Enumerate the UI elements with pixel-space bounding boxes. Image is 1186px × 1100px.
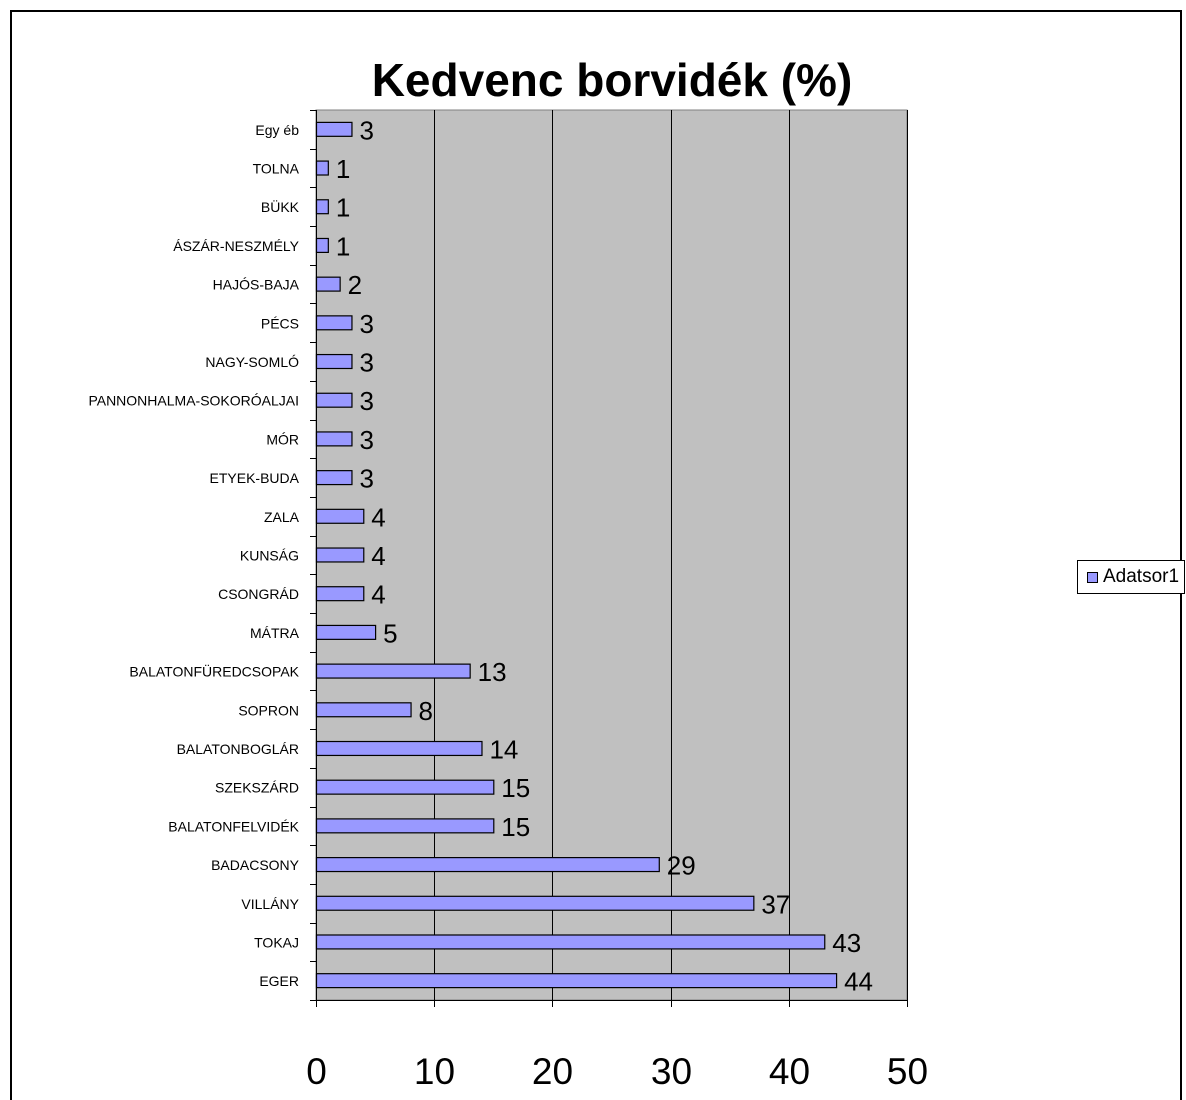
- bar-12: [315, 508, 365, 524]
- bar-7: [315, 702, 412, 718]
- bar-13: [315, 470, 353, 486]
- data-label: 29: [667, 851, 696, 881]
- y-category-label: EGER: [259, 973, 299, 989]
- data-label: 4: [371, 580, 385, 610]
- x-tick-label: 40: [769, 1051, 810, 1092]
- chart-frame: [10, 10, 1182, 1100]
- data-label: 3: [359, 115, 373, 145]
- y-category-label: SOPRON: [238, 702, 299, 718]
- data-label: 2: [348, 270, 362, 300]
- bar-2: [315, 895, 755, 911]
- bar-22: [315, 121, 353, 137]
- bar-0: [315, 973, 838, 989]
- data-label: 4: [371, 541, 385, 571]
- y-category-label: BALATONFÜREDCSOPAK: [129, 663, 299, 680]
- y-category-label: KUNSÁG: [240, 548, 299, 564]
- data-label: 15: [501, 773, 530, 803]
- data-label: 13: [478, 657, 507, 687]
- bar-20: [315, 199, 329, 215]
- x-tick-label: 50: [887, 1051, 928, 1092]
- data-label: 4: [371, 502, 385, 532]
- bar-6: [315, 740, 483, 757]
- data-label: 15: [501, 812, 530, 842]
- bar-17: [315, 315, 353, 331]
- legend: Adatsor1: [1077, 560, 1185, 594]
- data-label: 8: [419, 696, 433, 726]
- y-category-label: BADACSONY: [211, 857, 300, 873]
- x-tick-label: 0: [306, 1051, 327, 1092]
- bar-11: [315, 547, 365, 563]
- bar-15: [315, 392, 353, 408]
- data-label: 3: [359, 425, 373, 455]
- data-label: 1: [336, 154, 350, 184]
- y-category-label: MÁTRA: [250, 625, 300, 641]
- bar-1: [315, 934, 826, 950]
- bar-10: [315, 586, 365, 602]
- data-label: 1: [336, 231, 350, 261]
- data-label: 37: [761, 889, 790, 919]
- y-category-label: HAJÓS-BAJA: [213, 277, 300, 293]
- x-tick-label: 10: [414, 1051, 455, 1092]
- y-category-label: NAGY-SOMLÓ: [205, 354, 299, 370]
- data-label: 3: [359, 386, 373, 416]
- y-category-label: Egy éb: [255, 122, 299, 138]
- bar-9: [315, 624, 377, 640]
- y-category-label: ETYEK-BUDA: [210, 470, 300, 486]
- bar-16: [315, 353, 353, 370]
- y-category-label: SZEKSZÁRD: [215, 780, 299, 796]
- data-label: 3: [359, 309, 373, 339]
- x-tick-label: 20: [532, 1051, 573, 1092]
- chart-title: Kedvenc borvidék (%): [371, 54, 853, 106]
- x-tick-label: 30: [651, 1051, 692, 1092]
- y-category-label: ÁSZÁR-NESZMÉLY: [173, 238, 299, 254]
- y-category-label: BALATONBOGLÁR: [177, 741, 299, 757]
- y-category-label: PÉCS: [261, 315, 299, 331]
- y-category-label: MÓR: [266, 431, 299, 447]
- plot-background: [315, 109, 908, 1001]
- data-label: 1: [336, 193, 350, 223]
- bar-19: [315, 237, 329, 253]
- y-category-label: CSONGRÁD: [218, 586, 299, 602]
- y-category-label: BÜKK: [261, 198, 300, 215]
- data-label: 43: [832, 928, 861, 958]
- bar-4: [315, 818, 495, 834]
- bar-8: [315, 663, 471, 679]
- data-label: 44: [844, 967, 873, 997]
- bar-14: [315, 431, 353, 447]
- legend-label-series1: Adatsor1: [1103, 566, 1180, 587]
- data-label: 5: [383, 618, 397, 648]
- data-label: 14: [489, 734, 518, 764]
- bar-3: [315, 856, 660, 873]
- y-category-label: BALATONFELVIDÉK: [168, 818, 299, 834]
- data-label: 3: [359, 348, 373, 378]
- y-category-label: TOLNA: [253, 161, 300, 177]
- y-category-label: ZALA: [264, 509, 300, 525]
- bar-18: [315, 276, 341, 292]
- legend-swatch: [1087, 571, 1098, 583]
- data-label: 3: [359, 464, 373, 494]
- y-category-label: PANNONHALMA-SOKORÓALJAI: [88, 393, 299, 409]
- y-category-label: VILLÁNY: [241, 896, 299, 912]
- bar-21: [315, 160, 329, 176]
- bar-5: [315, 779, 495, 795]
- y-category-label: TOKAJ: [254, 934, 299, 950]
